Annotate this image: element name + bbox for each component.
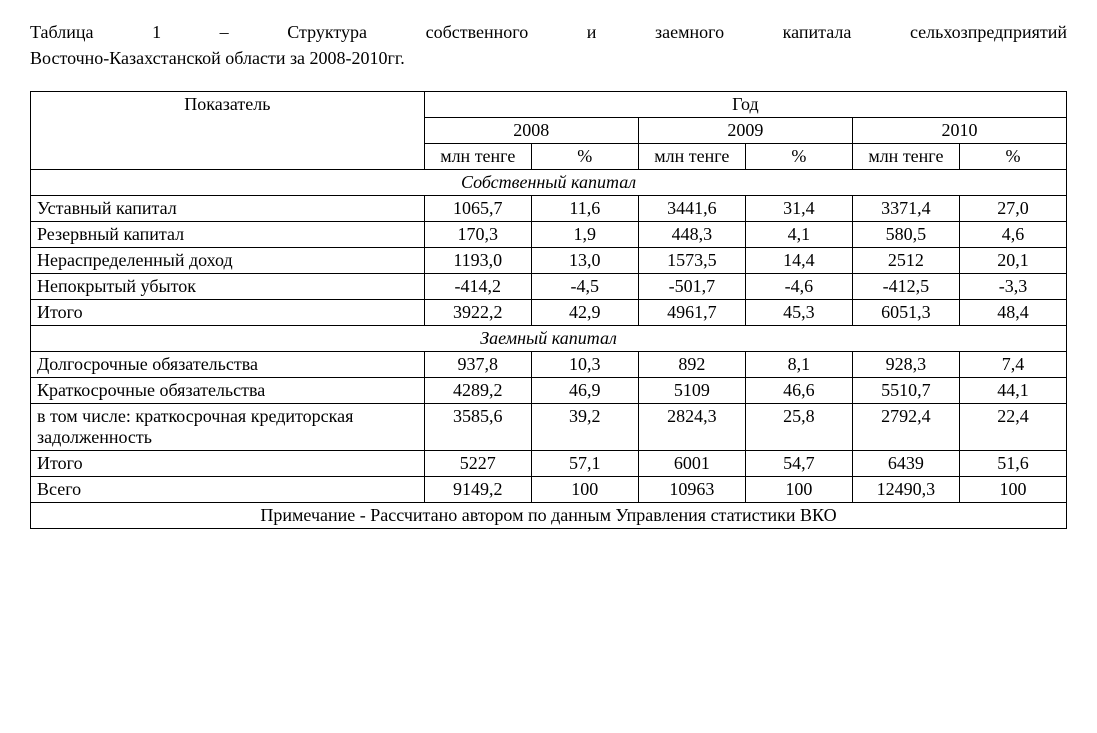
cell: 1573,5 [638,247,745,273]
table-row: в том числе: краткосрочная кредиторская … [31,403,1067,450]
cell: 448,3 [638,221,745,247]
header-2010-mln: млн тенге [852,143,959,169]
cell: 46,9 [531,377,638,403]
header-2009: 2009 [638,117,852,143]
cell: 100 [531,476,638,502]
cell: 13,0 [531,247,638,273]
cell: 8,1 [745,351,852,377]
cell: 4,1 [745,221,852,247]
table-row: Уставный капитал 1065,7 11,6 3441,6 31,4… [31,195,1067,221]
cell: 5510,7 [852,377,959,403]
table-row: Итого 5227 57,1 6001 54,7 6439 51,6 [31,450,1067,476]
cell: 3585,6 [424,403,531,450]
row-label: Краткосрочные обязательства [31,377,425,403]
cell: 27,0 [959,195,1066,221]
cell: 6051,3 [852,299,959,325]
cell: 3922,2 [424,299,531,325]
cell: 4961,7 [638,299,745,325]
row-label: Всего [31,476,425,502]
cell: 100 [745,476,852,502]
cell: 9149,2 [424,476,531,502]
cell: 10,3 [531,351,638,377]
cell: 57,1 [531,450,638,476]
cell: 6001 [638,450,745,476]
row-label: Резервный капитал [31,221,425,247]
cell: 22,4 [959,403,1066,450]
header-indicator: Показатель [31,91,425,169]
cell: 2512 [852,247,959,273]
row-label: Долгосрочные обязательства [31,351,425,377]
table-row: Нераспределенный доход 1193,0 13,0 1573,… [31,247,1067,273]
cell: 42,9 [531,299,638,325]
cell: 100 [959,476,1066,502]
cell: -412,5 [852,273,959,299]
row-label: в том числе: краткосрочная кредиторская … [31,403,425,450]
cell: 44,1 [959,377,1066,403]
cell: 937,8 [424,351,531,377]
table-row: Резервный капитал 170,3 1,9 448,3 4,1 58… [31,221,1067,247]
cell: 6439 [852,450,959,476]
cell: 4,6 [959,221,1066,247]
cell: 1065,7 [424,195,531,221]
cell: 170,3 [424,221,531,247]
header-2008-pct: % [531,143,638,169]
cell: -4,5 [531,273,638,299]
cell: -4,6 [745,273,852,299]
cell: 45,3 [745,299,852,325]
table-row: Краткосрочные обязательства 4289,2 46,9 … [31,377,1067,403]
cell: 48,4 [959,299,1066,325]
section-equity: Собственный капитал [31,169,1067,195]
cell: 5109 [638,377,745,403]
cell: 10963 [638,476,745,502]
header-2009-pct: % [745,143,852,169]
table-row: Непокрытый убыток -414,2 -4,5 -501,7 -4,… [31,273,1067,299]
row-label: Нераспределенный доход [31,247,425,273]
cell: 7,4 [959,351,1066,377]
cell: 4289,2 [424,377,531,403]
cell: -3,3 [959,273,1066,299]
cell: 25,8 [745,403,852,450]
row-label: Непокрытый убыток [31,273,425,299]
header-year: Год [424,91,1066,117]
cell: 31,4 [745,195,852,221]
header-2010-pct: % [959,143,1066,169]
cell: 3441,6 [638,195,745,221]
cell: 39,2 [531,403,638,450]
cell: 51,6 [959,450,1066,476]
capital-structure-table: Показатель Год 2008 2009 2010 млн тенге … [30,91,1067,529]
header-2008: 2008 [424,117,638,143]
header-2008-mln: млн тенге [424,143,531,169]
table-row: Долгосрочные обязательства 937,8 10,3 89… [31,351,1067,377]
cell: -414,2 [424,273,531,299]
cell: -501,7 [638,273,745,299]
row-label: Итого [31,450,425,476]
cell: 54,7 [745,450,852,476]
table-caption-line2: Восточно-Казахстанской области за 2008-2… [30,46,1067,70]
cell: 5227 [424,450,531,476]
cell: 46,6 [745,377,852,403]
cell: 11,6 [531,195,638,221]
header-2009-mln: млн тенге [638,143,745,169]
cell: 12490,3 [852,476,959,502]
header-2010: 2010 [852,117,1066,143]
cell: 2792,4 [852,403,959,450]
cell: 1193,0 [424,247,531,273]
table-row: Всего 9149,2 100 10963 100 12490,3 100 [31,476,1067,502]
cell: 928,3 [852,351,959,377]
table-row: Итого 3922,2 42,9 4961,7 45,3 6051,3 48,… [31,299,1067,325]
row-label: Итого [31,299,425,325]
section-borrowed: Заемный капитал [31,325,1067,351]
cell: 2824,3 [638,403,745,450]
cell: 1,9 [531,221,638,247]
cell: 3371,4 [852,195,959,221]
cell: 14,4 [745,247,852,273]
table-caption-line1: Таблица 1 – Структура собственного и зае… [30,20,1067,44]
table-note: Примечание - Рассчитано автором по данны… [31,502,1067,528]
row-label: Уставный капитал [31,195,425,221]
cell: 892 [638,351,745,377]
cell: 580,5 [852,221,959,247]
cell: 20,1 [959,247,1066,273]
